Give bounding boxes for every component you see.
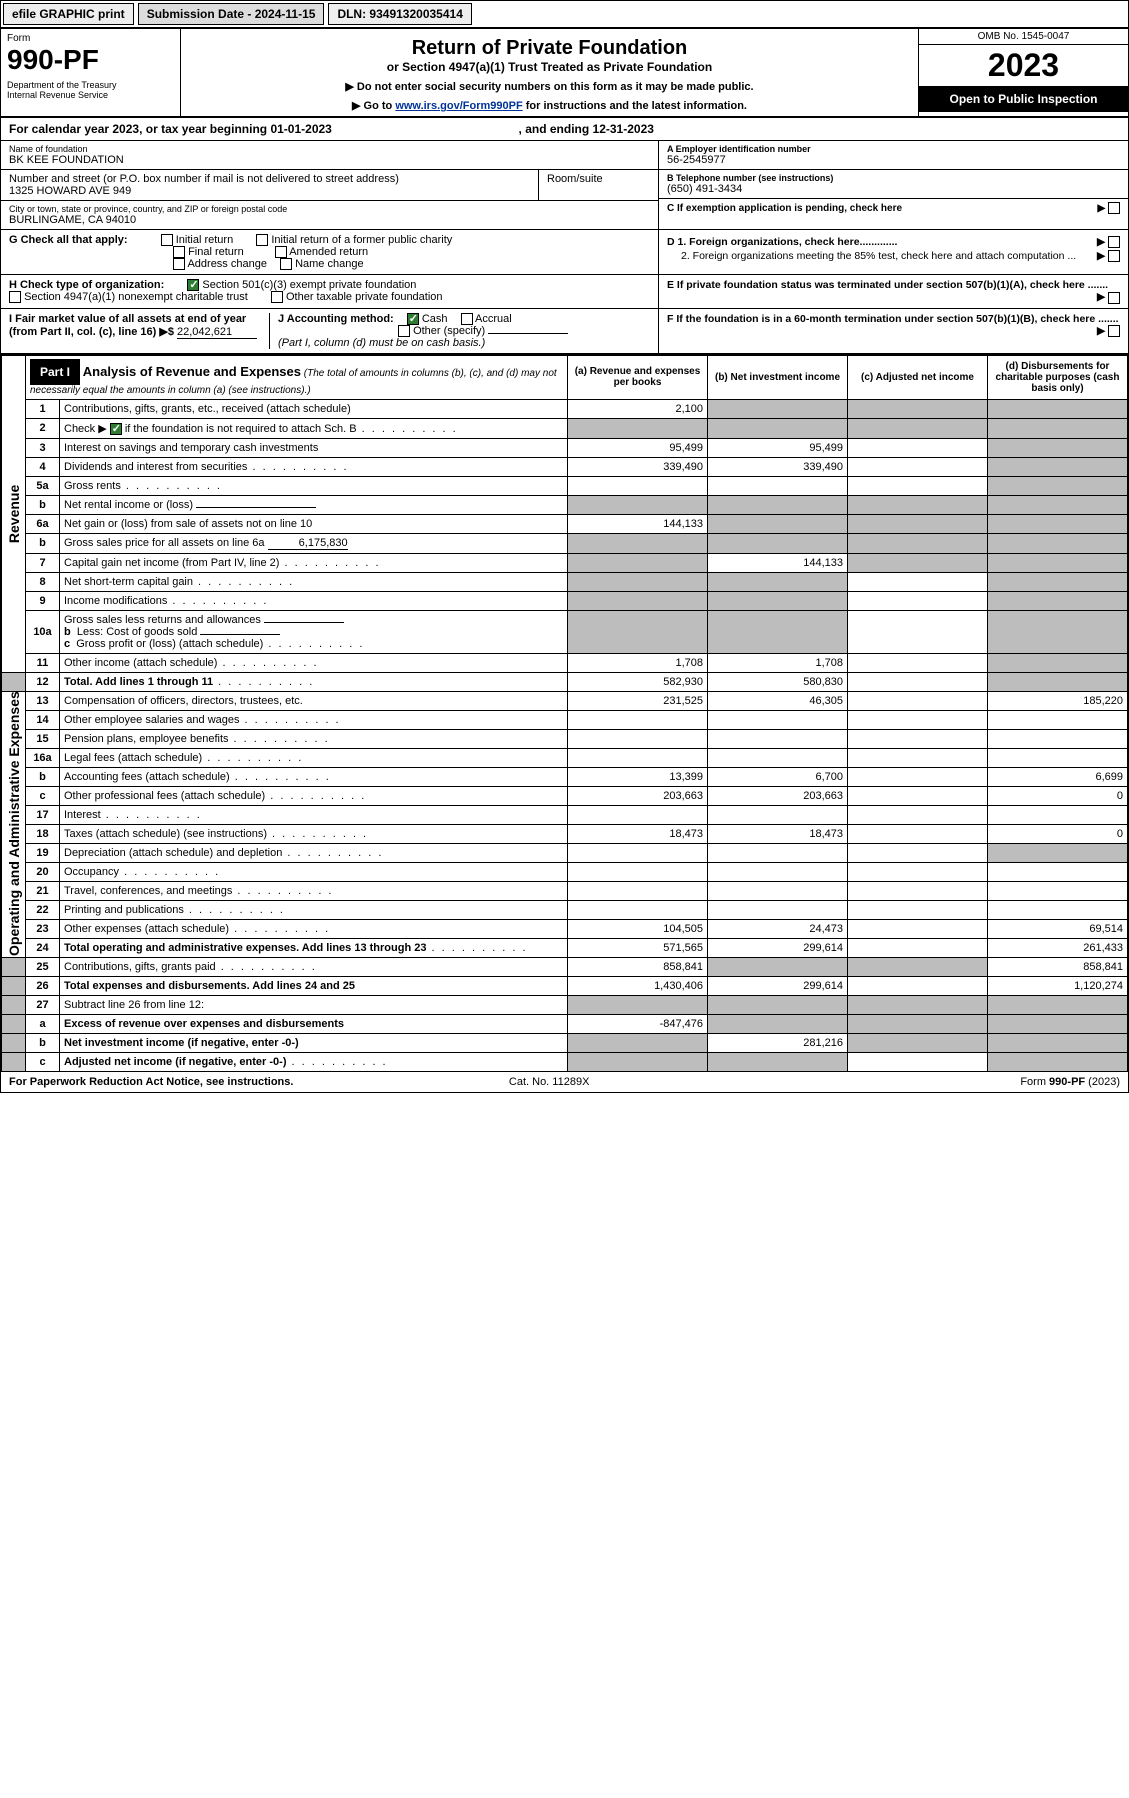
submission-date: Submission Date - 2024-11-15 [138, 3, 325, 25]
note-link: ▶ Go to www.irs.gov/Form990PF for instru… [191, 99, 908, 112]
addr-label: Number and street (or P.O. box number if… [9, 173, 530, 185]
name-label: Name of foundation [9, 144, 650, 154]
j-accrual[interactable] [461, 313, 473, 325]
col-a: (a) Revenue and expenses per books [568, 355, 708, 399]
efile-print-button[interactable]: efile GRAPHIC print [3, 3, 134, 25]
ein-label: A Employer identification number [667, 144, 1120, 154]
header-right: OMB No. 1545-0047 2023 Open to Public In… [918, 29, 1128, 116]
note-ssn: ▶ Do not enter social security numbers o… [191, 80, 908, 93]
g-address[interactable] [173, 258, 185, 270]
ein: 56-2545977 [667, 154, 1120, 166]
j-label: J Accounting method: [278, 313, 394, 325]
c-label: C If exemption application is pending, c… [667, 203, 1098, 214]
room-label: Room/suite [547, 173, 650, 185]
city-label: City or town, state or province, country… [9, 204, 650, 214]
form-word: Form [7, 33, 174, 44]
g-amended[interactable] [275, 246, 287, 258]
g-initial-former[interactable] [256, 234, 268, 246]
h-other-tax[interactable] [271, 291, 283, 303]
footer-right: Form 990-PF (2023) [1020, 1076, 1120, 1088]
dept: Department of the Treasury Internal Reve… [7, 80, 174, 100]
header-left: Form 990-PF Department of the Treasury I… [1, 29, 181, 116]
g-label: G Check all that apply: [9, 234, 128, 246]
phone-label: B Telephone number (see instructions) [667, 173, 1120, 183]
city: BURLINGAME, CA 94010 [9, 214, 650, 226]
schb-checkbox[interactable] [110, 423, 122, 435]
side-operating: Operating and Administrative Expenses [2, 691, 26, 957]
h-label: H Check type of organization: [9, 279, 164, 291]
g-final[interactable] [173, 246, 185, 258]
f-checkbox[interactable] [1108, 325, 1120, 337]
open-inspection: Open to Public Inspection [919, 86, 1128, 112]
calendar-year-row: For calendar year 2023, or tax year begi… [1, 118, 1128, 141]
row-g: G Check all that apply: Initial return I… [1, 230, 1128, 275]
form-title: Return of Private Foundation [191, 37, 908, 60]
form-number: 990-PF [7, 44, 174, 76]
c-checkbox[interactable] [1108, 202, 1120, 214]
phone: (650) 491-3434 [667, 183, 1120, 195]
year-end: 12-31-2023 [593, 122, 654, 136]
footer-mid: Cat. No. 11289X [509, 1076, 590, 1088]
col-b: (b) Net investment income [708, 355, 848, 399]
j-note: (Part I, column (d) must be on cash basi… [278, 337, 485, 349]
foundation-name: BK KEE FOUNDATION [9, 154, 650, 166]
g-name[interactable] [280, 258, 292, 270]
h-501c3[interactable] [187, 279, 199, 291]
dln: DLN: 93491320035414 [328, 3, 471, 25]
side-revenue: Revenue [2, 355, 26, 672]
form-header: Form 990-PF Department of the Treasury I… [1, 29, 1128, 118]
toolbar: efile GRAPHIC print Submission Date - 20… [1, 1, 1128, 29]
g-initial[interactable] [161, 234, 173, 246]
footer: For Paperwork Reduction Act Notice, see … [1, 1072, 1128, 1092]
e-checkbox[interactable] [1108, 292, 1120, 304]
i-value: 22,042,621 [177, 326, 257, 339]
tax-year: 2023 [919, 45, 1128, 86]
d2-checkbox[interactable] [1108, 250, 1120, 262]
address: 1325 HOWARD AVE 949 [9, 185, 530, 197]
d1-checkbox[interactable] [1108, 236, 1120, 248]
j-cash[interactable] [407, 313, 419, 325]
entity-block: Name of foundation BK KEE FOUNDATION Num… [1, 141, 1128, 230]
analysis-table: Revenue Part I Analysis of Revenue and E… [1, 355, 1128, 1072]
irs-link[interactable]: www.irs.gov/Form990PF [395, 100, 522, 112]
year-begin: 01-01-2023 [270, 122, 331, 136]
omb: OMB No. 1545-0047 [919, 29, 1128, 45]
j-other[interactable] [398, 325, 410, 337]
footer-left: For Paperwork Reduction Act Notice, see … [9, 1076, 293, 1088]
row-h: H Check type of organization: Section 50… [1, 275, 1128, 308]
form-subtitle: or Section 4947(a)(1) Trust Treated as P… [191, 60, 908, 74]
part1-tag: Part I [30, 359, 80, 385]
row-ij: I Fair market value of all assets at end… [1, 309, 1128, 355]
col-c: (c) Adjusted net income [848, 355, 988, 399]
header-mid: Return of Private Foundation or Section … [181, 29, 918, 116]
col-d: (d) Disbursements for charitable purpose… [988, 355, 1128, 399]
form-container: efile GRAPHIC print Submission Date - 20… [0, 0, 1129, 1093]
h-4947[interactable] [9, 291, 21, 303]
